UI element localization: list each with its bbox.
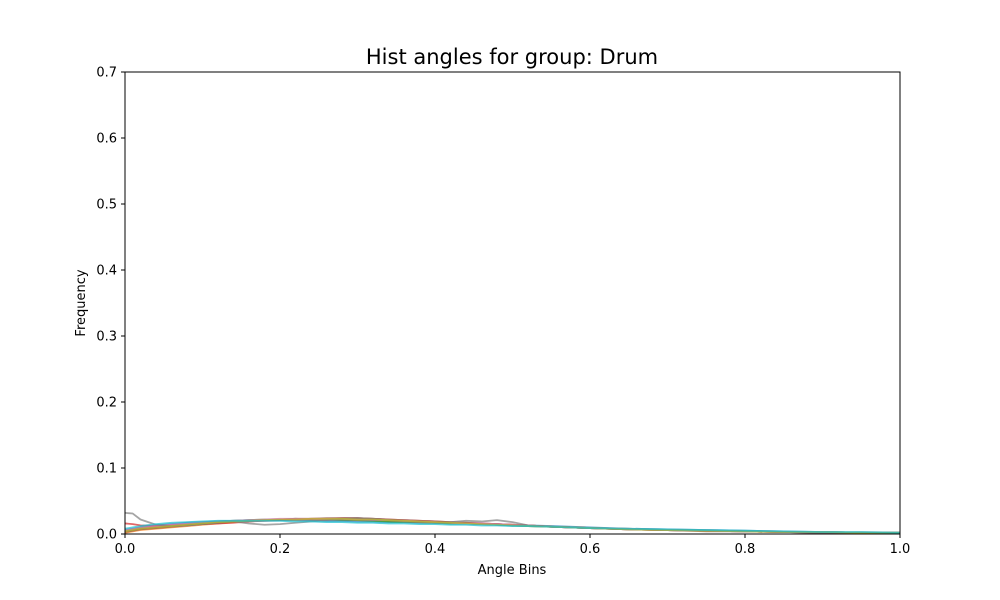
series-line-10 xyxy=(124,519,901,534)
x-tick-label: 0.4 xyxy=(425,542,446,557)
x-tick-label: 0.6 xyxy=(580,542,601,557)
y-tick-label: 0.1 xyxy=(96,462,117,477)
y-tick-label: 0.5 xyxy=(96,198,117,213)
series-layer xyxy=(124,511,901,535)
y-tick-label: 0.7 xyxy=(96,66,117,81)
chart-title: Hist angles for group: Drum xyxy=(366,45,658,69)
x-tick-label: 0.0 xyxy=(115,542,136,557)
axes-layer: 0.0 0.2 0.4 0.6 0.8 1.0 0.0 0.1 0.2 0.3 0.4 0.5 0.6 0… xyxy=(96,66,910,558)
x-tick-label: 1.0 xyxy=(890,542,911,557)
plot-frame xyxy=(124,71,901,535)
y-axis-label: Frequency xyxy=(74,269,89,336)
y-tick-label: 0.6 xyxy=(96,132,117,147)
y-tick-label: 0.3 xyxy=(96,330,117,345)
x-tick-label: 0.2 xyxy=(270,542,291,557)
x-tick-label: 0.8 xyxy=(735,542,756,557)
y-tick-label: 0.2 xyxy=(96,396,117,411)
x-axis-label: Angle Bins xyxy=(478,563,547,578)
y-tick-label: 0.4 xyxy=(96,264,117,279)
y-tick-label: 0.0 xyxy=(96,528,117,543)
